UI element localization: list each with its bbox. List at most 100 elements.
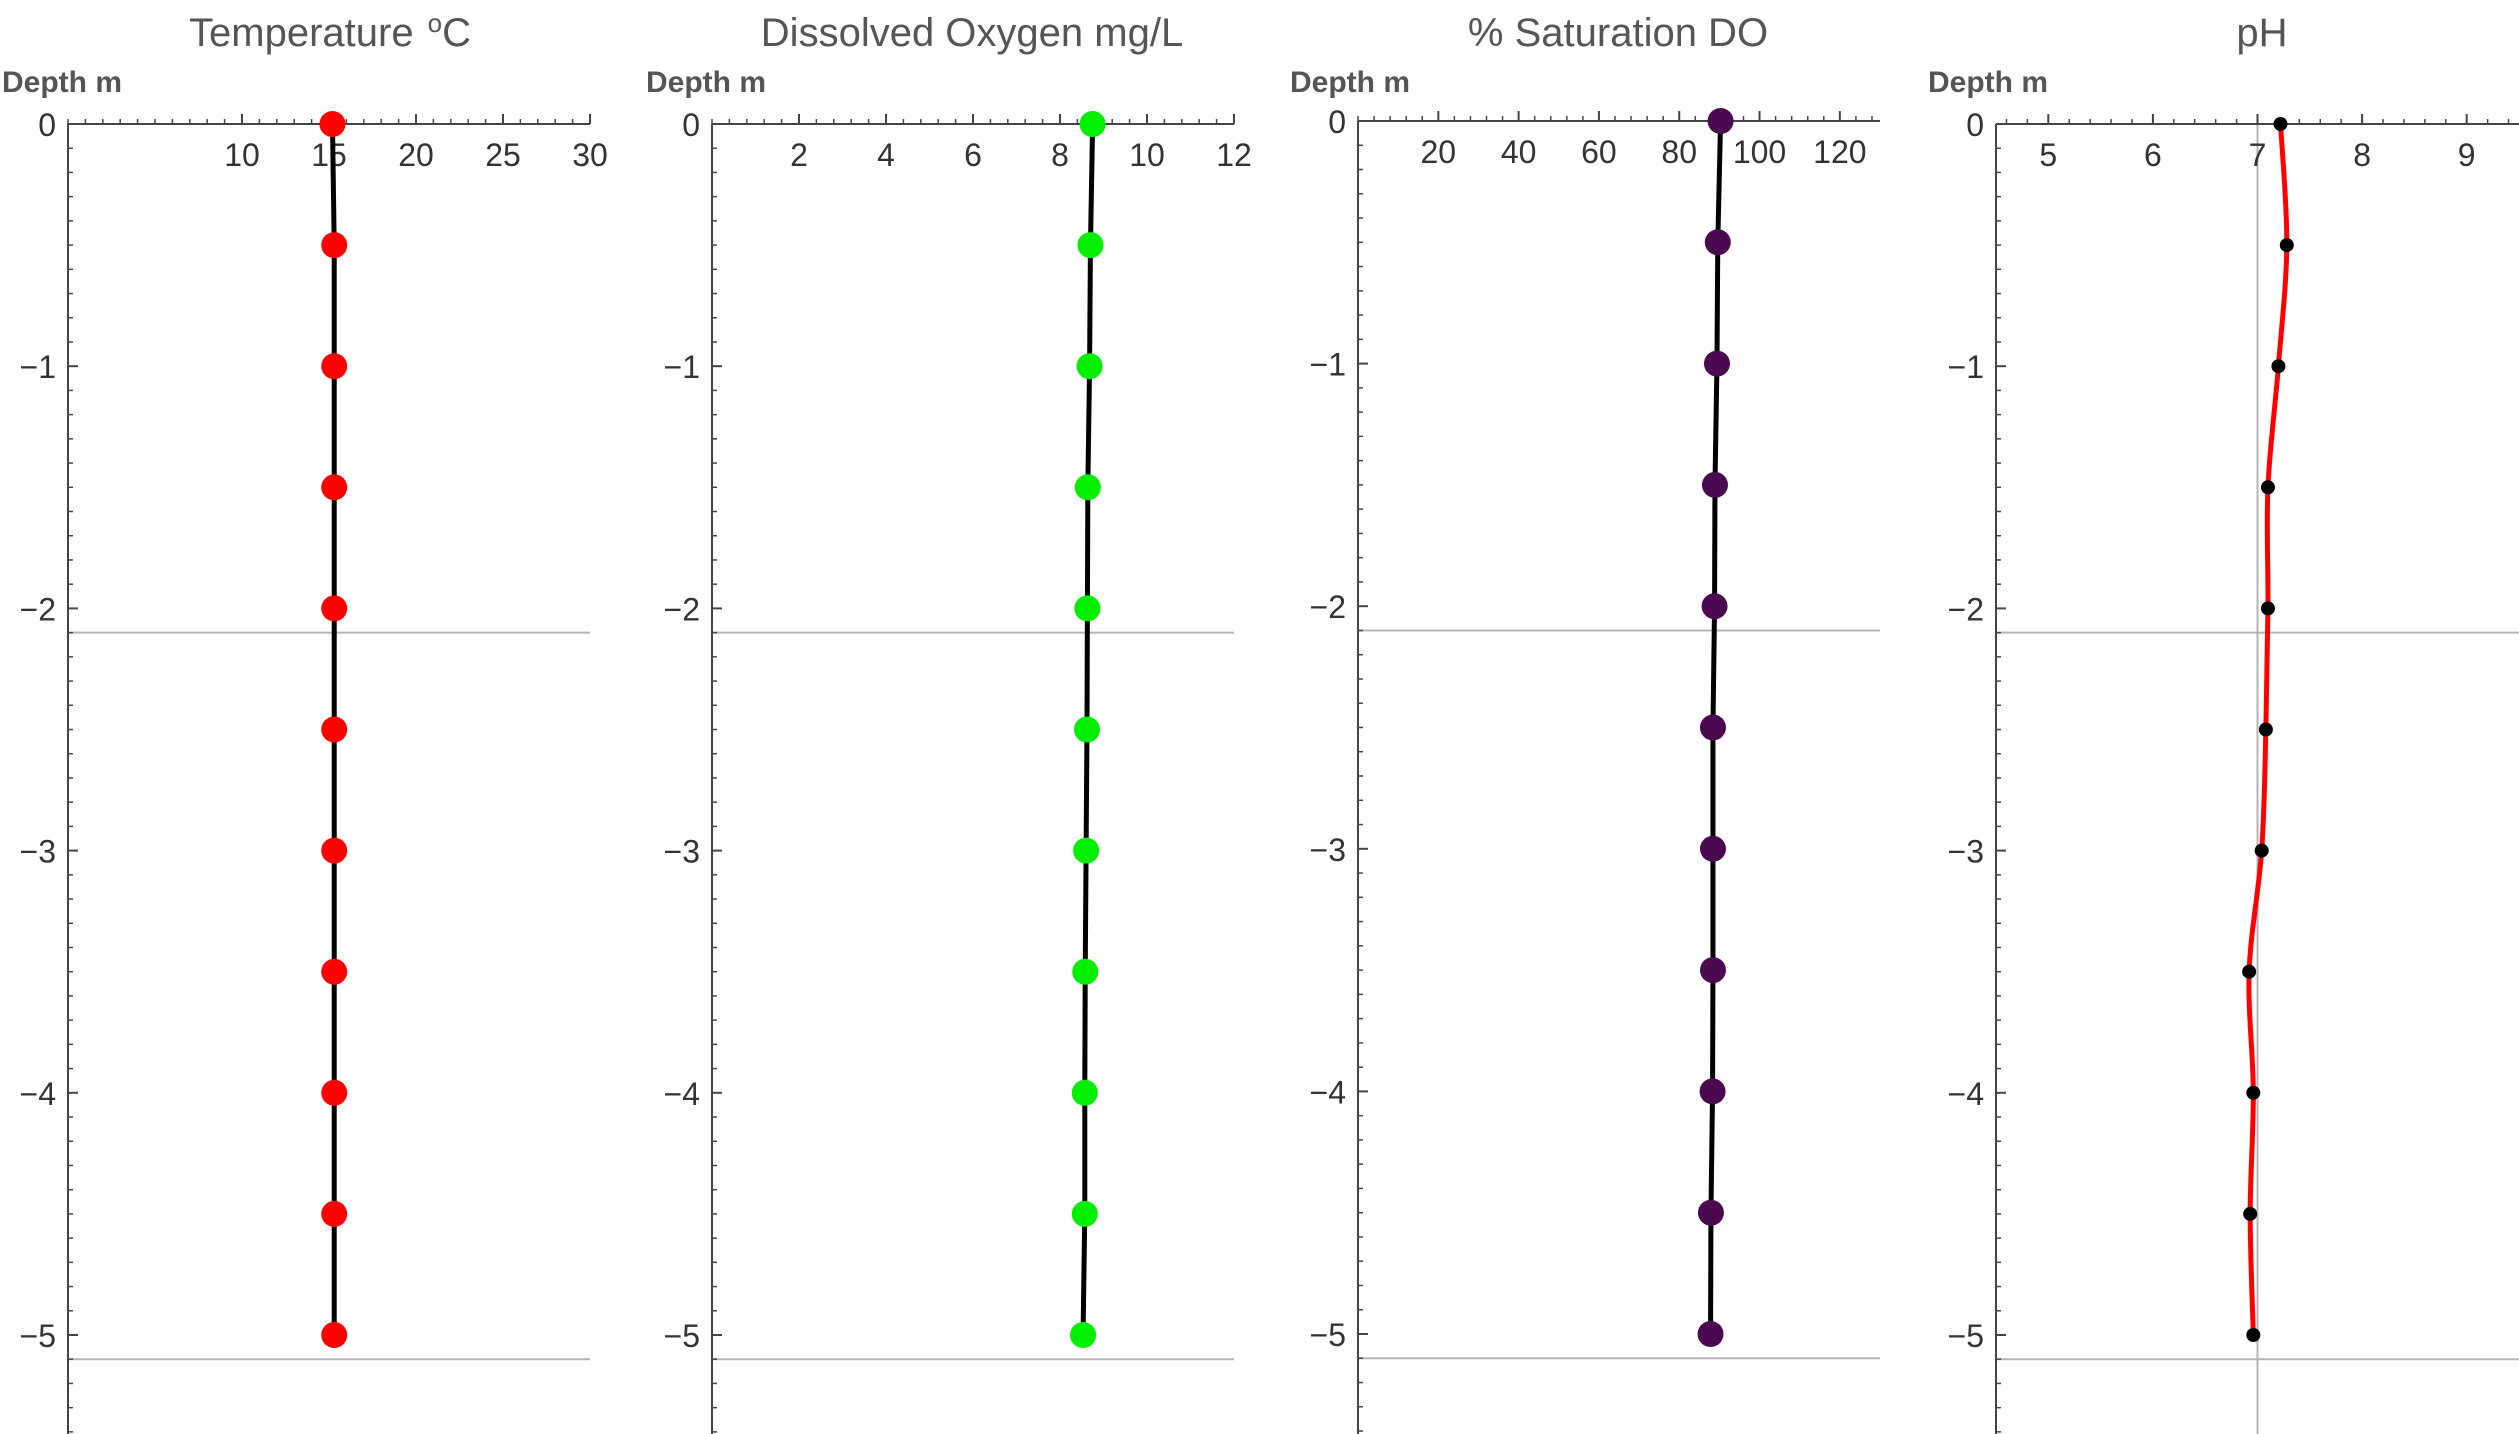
data-point (321, 1079, 348, 1106)
y-tick-label: −1 (1948, 349, 1984, 385)
y-tick-label: −5 (664, 1318, 700, 1354)
data-point (2258, 722, 2273, 737)
y-tick-label: −4 (20, 1076, 56, 1112)
data-point (1704, 229, 1731, 256)
data-point (321, 716, 348, 743)
data-point (1077, 232, 1104, 259)
panel-2: Dissolved Oxygen mg/L Depth m 2 4 6 8 10 12 0 −1 −… (646, 11, 1252, 1434)
x-tick-label: 6 (964, 137, 982, 173)
y-axis-label: Depth m (1928, 66, 2048, 99)
y-tick-label: 0 (1966, 107, 1984, 143)
x-tick-label: 7 (2249, 137, 2267, 173)
x-tick-label: 15 (311, 137, 347, 173)
chart-title: Dissolved Oxygen mg/L (761, 11, 1183, 55)
y-tick-label: −5 (1310, 1317, 1346, 1353)
data-point (1071, 1200, 1098, 1227)
data-point (1072, 958, 1099, 985)
x-tick-label: 5 (2039, 137, 2057, 173)
y-tick-label: −2 (20, 591, 56, 627)
x-tick-label: 10 (224, 137, 260, 173)
data-point (1701, 593, 1728, 620)
data-point (1074, 595, 1101, 622)
data-point (1697, 1199, 1724, 1226)
data-point (1699, 835, 1726, 862)
data-point (321, 595, 348, 622)
data-point (2246, 1085, 2261, 1100)
y-tick-label: 0 (1328, 104, 1346, 140)
x-tick-label: 20 (398, 137, 434, 173)
data-point (2260, 601, 2275, 616)
data-point (1697, 1321, 1724, 1347)
panel-4: pH Depth m 5 6 7 8 9 0 −1 −2 −3 −4 −5 (1928, 11, 2519, 1434)
data-point (1070, 1322, 1097, 1348)
data-point (321, 353, 348, 380)
x-tick-label: 4 (877, 137, 895, 173)
x-tick-label: 25 (485, 137, 521, 173)
data-point (1079, 111, 1106, 137)
panel-1: Temperature oC Depth m 10 15 20 25 30 0 −1 −2 −3 −4 −… (2, 8, 608, 1434)
data-point (2254, 843, 2269, 858)
y-tick-label: −3 (1310, 832, 1346, 868)
y-tick-label: −1 (1310, 347, 1346, 383)
x-tick-label: 30 (572, 137, 608, 173)
x-tick-label: 8 (2353, 137, 2371, 173)
x-tick-label: 100 (1733, 134, 1786, 170)
data-point (2260, 480, 2275, 495)
data-point (321, 1322, 348, 1348)
x-tick-label: 8 (1051, 137, 1069, 173)
y-tick-label: −4 (1310, 1074, 1346, 1110)
y-tick-label: −2 (664, 591, 700, 627)
data-point (321, 474, 348, 501)
y-tick-label: −5 (20, 1318, 56, 1354)
y-tick-label: −4 (1948, 1076, 1984, 1112)
data-point (321, 958, 348, 985)
panel-3: % Saturation DO Depth m 20 40 60 80 100 120 0 −1 −… (1290, 11, 1880, 1434)
x-tick-label: 12 (1216, 137, 1252, 173)
x-tick-label: 60 (1581, 134, 1617, 170)
data-point (319, 111, 346, 137)
data-point (2273, 117, 2288, 131)
data-point (1073, 716, 1100, 743)
data-point (2271, 359, 2286, 374)
y-axis-label: Depth m (1290, 66, 1410, 99)
y-tick-label: −5 (1948, 1318, 1984, 1354)
x-tick-label: 2 (790, 137, 808, 173)
title-unit: C (442, 11, 471, 55)
data-point (1707, 108, 1734, 134)
y-tick-label: −2 (1310, 589, 1346, 625)
title-superscript: o (428, 8, 442, 38)
data-point (2279, 238, 2294, 253)
data-point (321, 837, 348, 864)
y-tick-label: −3 (664, 834, 700, 870)
data-point (1073, 837, 1100, 864)
x-tick-label: 10 (1129, 137, 1165, 173)
y-tick-label: 0 (38, 107, 56, 143)
y-tick-label: −4 (664, 1076, 700, 1112)
x-tick-label: 120 (1813, 134, 1866, 170)
x-tick-label: 6 (2144, 137, 2162, 173)
y-tick-label: −3 (1948, 834, 1984, 870)
y-tick-label: −1 (20, 349, 56, 385)
y-tick-label: −2 (1948, 591, 1984, 627)
data-point (321, 232, 348, 259)
data-point (1076, 353, 1103, 380)
chart-title: pH (2236, 11, 2287, 55)
data-point (2242, 964, 2257, 979)
y-tick-label: −1 (664, 349, 700, 385)
chart-title: % Saturation DO (1468, 11, 1768, 55)
data-point (1703, 350, 1730, 377)
data-point (1699, 1078, 1726, 1105)
y-axis-label: Depth m (2, 66, 122, 99)
data-point (1699, 714, 1726, 741)
data-point (321, 1200, 348, 1227)
x-tick-label: 9 (2458, 137, 2476, 173)
data-point (1699, 957, 1726, 984)
x-tick-label: 40 (1501, 134, 1537, 170)
data-point (2246, 1328, 2261, 1342)
y-tick-label: 0 (682, 107, 700, 143)
chart-title: Temperature oC (189, 8, 471, 55)
x-tick-label: 80 (1661, 134, 1697, 170)
data-point (1071, 1079, 1098, 1106)
data-point (1701, 471, 1728, 498)
